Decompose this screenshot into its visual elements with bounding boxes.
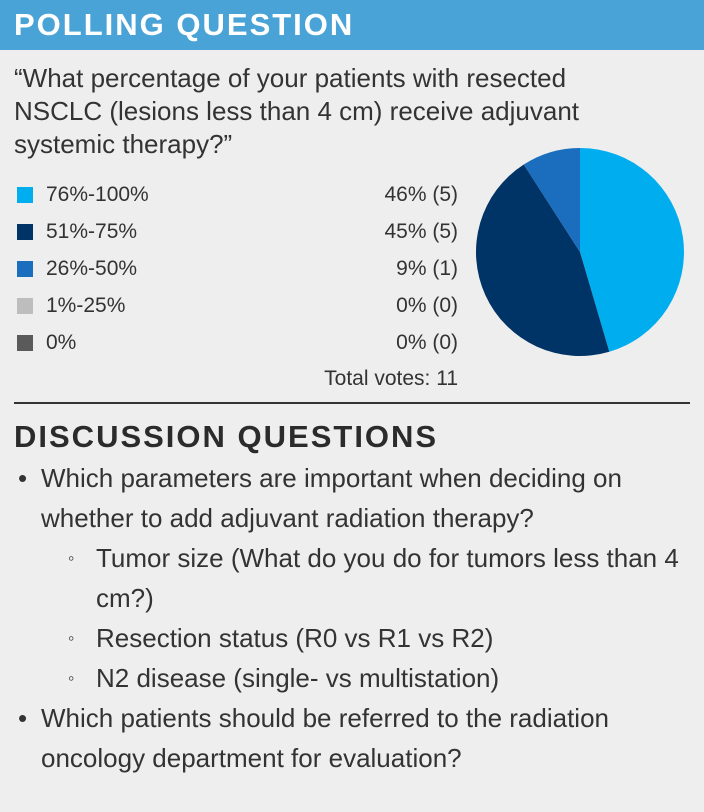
- legend-value: 9% (1): [396, 257, 458, 280]
- pie-slice-76-100: [580, 148, 684, 352]
- legend-swatch: [17, 187, 33, 203]
- section-divider: [14, 402, 690, 404]
- legend-item: 26%-50% 9% (1): [14, 252, 464, 289]
- pie-chart: [476, 148, 684, 356]
- polling-question-title: POLLING QUESTION: [14, 7, 355, 42]
- hollow-bullet-icon: ◦: [68, 628, 75, 648]
- bullet-icon: •: [18, 463, 28, 493]
- legend-value: 0% (0): [396, 331, 458, 354]
- total-votes: Total votes: 11: [324, 367, 458, 390]
- discussion-subpoint: ◦ N2 disease (single- vs multistation): [14, 658, 694, 698]
- polling-header-bar: POLLING QUESTION: [0, 0, 704, 50]
- discussion-list: • Which parameters are important when de…: [14, 458, 694, 778]
- pie-slice-26-50: [523, 148, 580, 252]
- discussion-subpoint: ◦ Resection status (R0 vs R1 vs R2): [14, 618, 694, 658]
- legend-value: 45% (5): [384, 220, 458, 243]
- discussion-subpoint-text: N2 disease (single- vs multistation): [96, 663, 500, 693]
- legend-swatch: [17, 224, 33, 240]
- legend-value: 46% (5): [384, 183, 458, 206]
- polling-question-text: “What percentage of your patients with r…: [14, 63, 580, 159]
- legend-item: 0% 0% (0): [14, 326, 464, 363]
- legend-label: 76%-100%: [46, 183, 149, 206]
- legend-value: 0% (0): [396, 294, 458, 317]
- legend-item: 76%-100% 46% (5): [14, 178, 464, 215]
- hollow-bullet-icon: ◦: [68, 668, 75, 688]
- discussion-question: • Which patients should be referred to t…: [14, 698, 694, 778]
- legend-label: 26%-50%: [46, 257, 138, 280]
- legend-swatch: [17, 298, 33, 314]
- legend-item: 1%-25% 0% (0): [14, 289, 464, 326]
- discussion-subpoint: ◦ Tumor size (What do you do for tumors …: [14, 538, 694, 618]
- discussion-question-text: Which patients should be referred to the…: [41, 703, 610, 773]
- hollow-bullet-icon: ◦: [68, 548, 75, 568]
- legend-label: 0%: [46, 331, 77, 354]
- legend-label: 51%-75%: [46, 220, 138, 243]
- discussion-questions-title: DISCUSSION QUESTIONS: [14, 419, 439, 454]
- legend-swatch: [17, 335, 33, 351]
- legend-item: 51%-75% 45% (5): [14, 215, 464, 252]
- pie-slice-51-75: [476, 164, 610, 356]
- legend-label: 1%-25%: [46, 294, 126, 317]
- discussion-subpoint-text: Tumor size (What do you do for tumors le…: [96, 543, 679, 613]
- chart-legend: 76%-100% 46% (5) 51%-75% 45% (5) 26%-50%…: [14, 178, 464, 363]
- discussion-subpoint-text: Resection status (R0 vs R1 vs R2): [96, 623, 494, 653]
- discussion-question: • Which parameters are important when de…: [14, 458, 694, 538]
- bullet-icon: •: [18, 703, 28, 733]
- legend-swatch: [17, 261, 33, 277]
- discussion-question-text: Which parameters are important when deci…: [41, 463, 622, 533]
